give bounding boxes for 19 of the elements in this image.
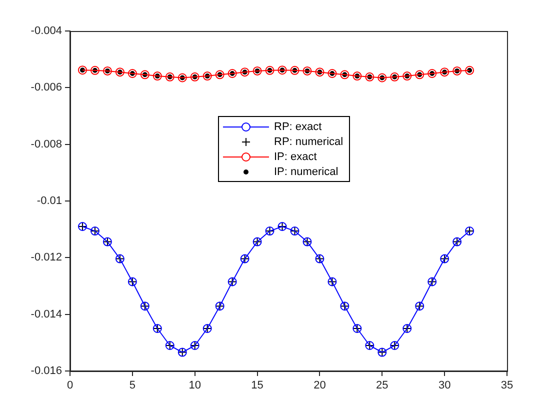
- legend-label: RP: numerical: [274, 136, 344, 148]
- x-tick-label: 30: [438, 380, 451, 392]
- y-tick-label: -0.014: [30, 308, 62, 320]
- y-tick-label: -0.01: [36, 195, 62, 208]
- legend-label: IP: numerical: [274, 166, 338, 178]
- y-tick-label: -0.008: [30, 138, 62, 150]
- y-tick-label: -0.016: [30, 365, 62, 378]
- y-tick-label: -0.006: [30, 82, 62, 94]
- y-tick-label: -0.012: [30, 252, 62, 264]
- x-tick-label: 0: [66, 380, 74, 392]
- x-tick-label: 15: [251, 380, 264, 392]
- x-tick-label: 10: [188, 380, 201, 392]
- x-tick-label: 5: [129, 380, 136, 392]
- x-tick-label: 20: [314, 380, 326, 392]
- y-tick-label: -0.004: [30, 25, 62, 38]
- legend-label: RP: exact: [274, 120, 322, 132]
- x-tick-label: 25: [376, 380, 388, 392]
- legend-label: IP: exact: [274, 150, 317, 162]
- x-tick-label: 35: [500, 380, 514, 392]
